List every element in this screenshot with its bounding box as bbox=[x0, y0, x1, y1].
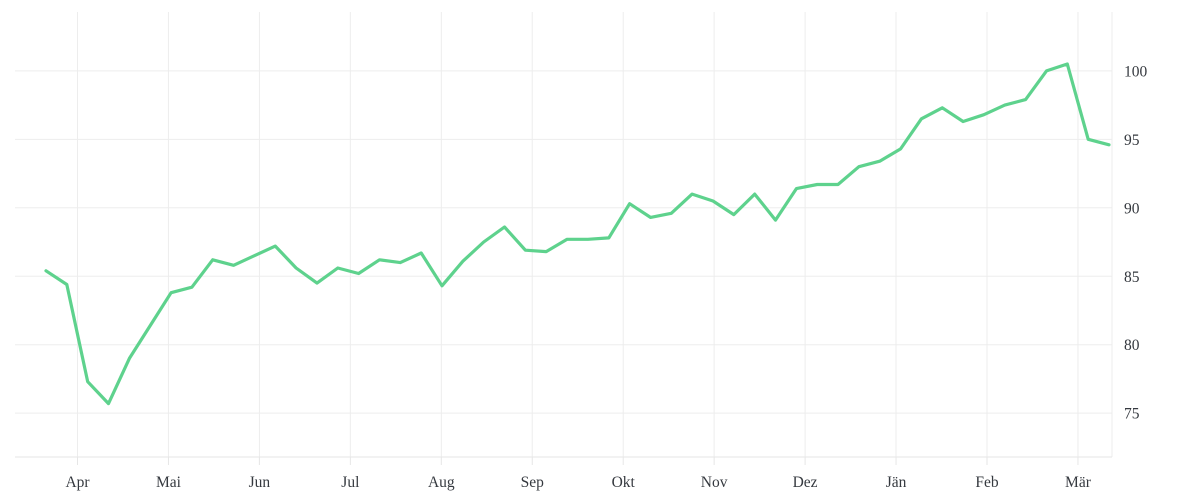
y-axis-label: 85 bbox=[1124, 269, 1140, 286]
x-axis-label: Dez bbox=[793, 474, 818, 491]
price-series-line bbox=[44, 62, 1111, 406]
x-axis-label: Jul bbox=[341, 474, 359, 491]
x-axis-label: Nov bbox=[701, 474, 728, 491]
x-axis-label: Jun bbox=[249, 474, 271, 491]
y-axis-label: 100 bbox=[1124, 63, 1148, 80]
x-axis-label: Aug bbox=[428, 474, 455, 491]
x-axis-label: Sep bbox=[521, 474, 545, 491]
x-axis-label: Apr bbox=[65, 474, 90, 491]
x-axis-label: Feb bbox=[975, 474, 999, 491]
y-axis-label: 95 bbox=[1124, 132, 1140, 149]
y-axis-label: 75 bbox=[1124, 406, 1140, 423]
y-axis-label: 90 bbox=[1124, 200, 1140, 217]
x-axis-label: Okt bbox=[612, 474, 636, 491]
x-axis-label: Mär bbox=[1065, 474, 1092, 491]
x-axis-label: Jän bbox=[886, 474, 907, 491]
y-axis-label: 80 bbox=[1124, 337, 1140, 354]
x-axis-label: Mai bbox=[156, 474, 182, 491]
